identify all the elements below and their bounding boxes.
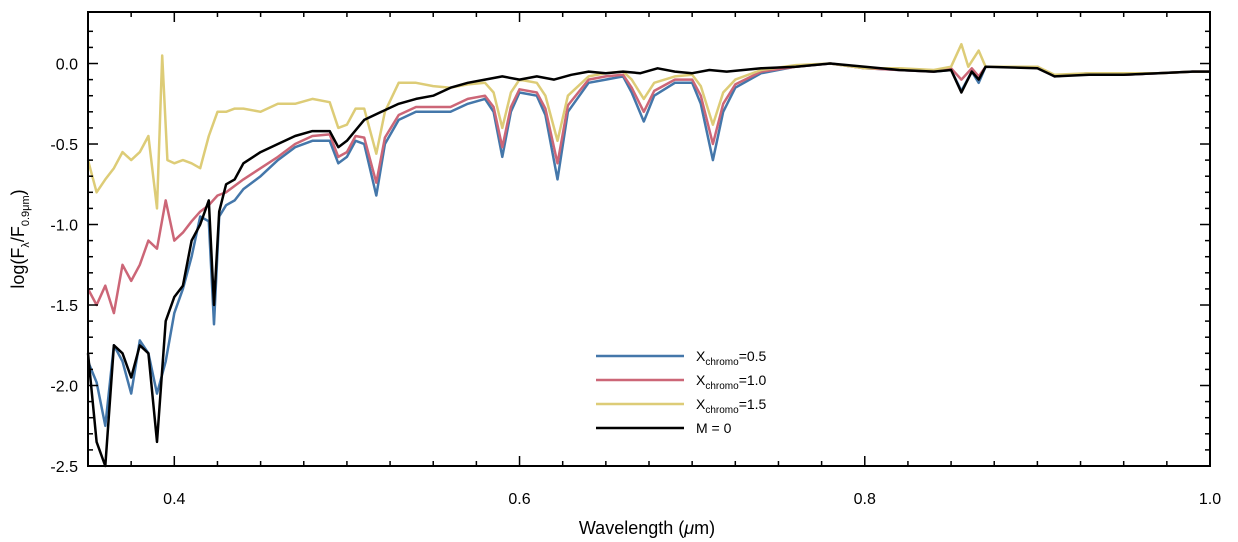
legend-label-0: Xchromo=0.5 [696,348,767,368]
x-tick-label: 0.4 [163,491,185,508]
y-tick-label: -0.5 [50,137,78,154]
y-tick-label: -2.0 [50,379,78,396]
series-line-0 [86,62,1210,428]
x-tick-label: 0.6 [508,491,530,508]
series-line-2 [86,42,1210,210]
plot-frame [87,11,1211,467]
y-tick-label: -1.5 [50,298,78,315]
series-line-3 [86,62,1210,468]
ticks-layer [87,12,1211,467]
tick-labels-layer: 0.4 0.6 0.8 1.0 0.0 -0.5 -1.0 -1.5 -2.0 -2.5 [50,57,1221,508]
x-tick-label: 0.8 [854,491,876,508]
legend-label-1: Xchromo=1.0 [696,372,767,392]
legend-label-3: M = 0 [696,420,732,436]
legend-label-2: Xchromo=1.5 [696,396,767,416]
y-tick-label: 0.0 [56,57,78,74]
y-axis-title: log(Fλ/F0.9μm) [8,189,32,288]
legend: Xchromo=0.5 Xchromo=1.0 Xchromo=1.5 M = 0 [596,348,767,436]
x-axis-title: Wavelength (μm) [579,518,715,538]
series-layer [86,42,1210,468]
x-tick-label: 1.0 [1199,491,1221,508]
series-line-1 [86,62,1210,315]
y-tick-label: -2.5 [50,459,78,476]
y-tick-label: -1.0 [50,218,78,235]
